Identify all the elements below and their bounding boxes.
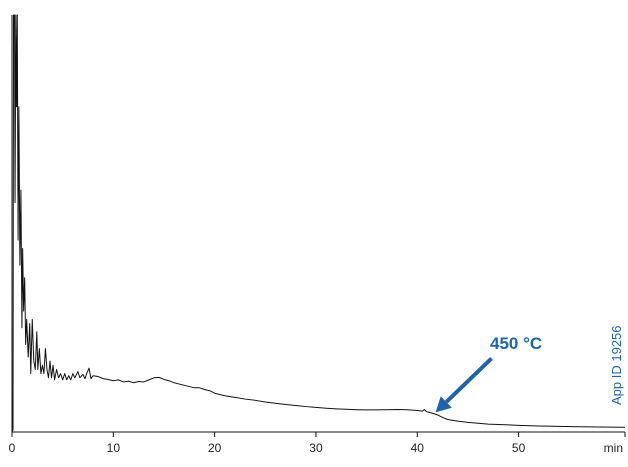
app-id-watermark: App ID 19256	[609, 325, 624, 405]
x-tick-label-2: 20	[208, 441, 222, 455]
x-axis-ticks: 0 10 20 30 40 50 min	[9, 432, 626, 455]
annotation-label: 450 °C	[490, 334, 542, 353]
x-tick-label-4: 40	[411, 441, 425, 455]
x-axis-unit-label: min	[604, 441, 623, 455]
annotation-arrow	[444, 356, 493, 404]
series-line-0	[11, 14, 625, 433]
chromatogram-trace	[11, 14, 625, 433]
x-tick-label-3: 30	[309, 441, 323, 455]
annotation-arrow-head	[435, 396, 452, 413]
x-tick-label-5: 50	[512, 441, 526, 455]
x-tick-label-1: 10	[107, 441, 121, 455]
plot-area: 0 10 20 30 40 50 min 450 °C App ID 19256	[9, 14, 626, 455]
x-tick-label-0: 0	[9, 441, 16, 455]
